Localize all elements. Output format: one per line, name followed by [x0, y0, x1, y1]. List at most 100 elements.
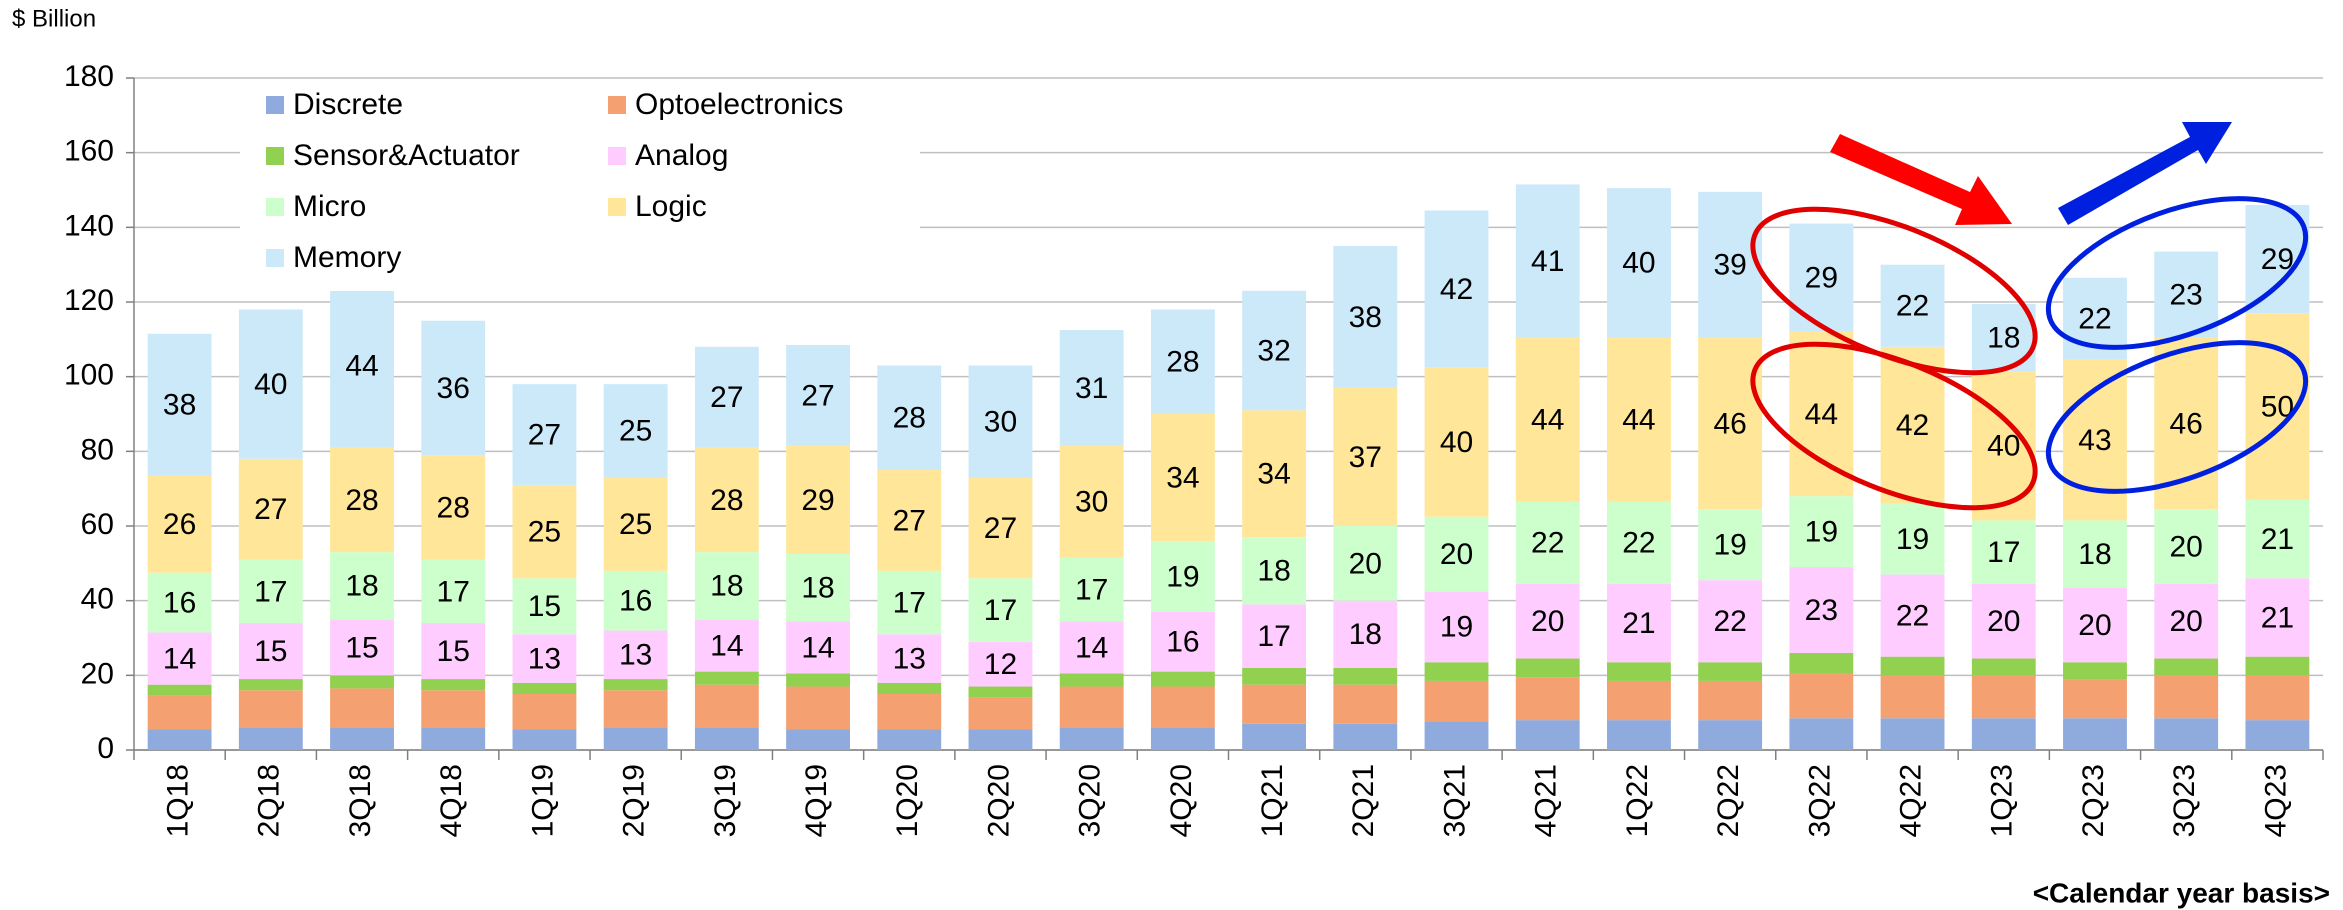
x-tick-label: 4Q22 — [1894, 764, 1927, 837]
bar-segment — [694, 727, 759, 750]
x-tick-label: 4Q23 — [2259, 764, 2292, 837]
bar-segment — [968, 477, 1033, 579]
bar-segment — [330, 727, 394, 750]
bar-segment — [603, 570, 668, 631]
y-tick-label: 120 — [64, 284, 114, 317]
data-label: 17 — [254, 575, 287, 608]
bar-segment — [1333, 600, 1398, 668]
bar-segment — [238, 727, 303, 750]
legend-label: Analog — [635, 139, 728, 172]
data-label: 16 — [619, 585, 652, 618]
bar-segment — [1789, 652, 1854, 674]
bar-segment — [238, 559, 303, 624]
bar-segment — [694, 671, 759, 685]
y-tick-label: 100 — [64, 359, 114, 392]
bar-segment — [1515, 337, 1580, 502]
data-label: 18 — [1349, 618, 1382, 651]
bar-segment — [512, 694, 577, 730]
bar-segment — [1698, 191, 1763, 338]
data-label: 18 — [710, 570, 743, 603]
bar-segment — [1607, 188, 1671, 338]
bar-segment — [1242, 290, 1307, 411]
bar-segment — [1424, 662, 1489, 681]
data-label: 26 — [163, 508, 196, 541]
data-label: 27 — [710, 381, 743, 414]
data-label: 32 — [1257, 334, 1290, 367]
data-label: 41 — [1531, 245, 1564, 278]
bar-segment — [1150, 727, 1215, 750]
bar-segment — [1333, 723, 1398, 750]
bar-segment — [1059, 445, 1124, 558]
bar-segment — [968, 686, 1033, 698]
bar-segment — [1150, 611, 1215, 672]
data-label: 16 — [163, 586, 196, 619]
data-label: 15 — [345, 631, 378, 664]
data-label: 28 — [893, 402, 926, 435]
bar-segment — [1242, 667, 1307, 685]
y-tick-label: 0 — [97, 732, 114, 765]
x-tick-label: 2Q22 — [1712, 764, 1745, 837]
data-label: 46 — [1713, 407, 1746, 440]
x-tick-label: 1Q20 — [891, 764, 924, 837]
highlight-ellipse — [2045, 196, 2309, 350]
bar-segment — [968, 365, 1033, 478]
bar-segment — [1971, 520, 2036, 584]
bar-segment — [512, 578, 577, 635]
data-label: 42 — [1440, 273, 1473, 306]
data-label: 17 — [1075, 573, 1108, 606]
legend-swatch — [608, 96, 626, 114]
data-label: 18 — [1257, 555, 1290, 588]
bar-segment — [603, 384, 668, 478]
x-tick-label: 2Q20 — [982, 764, 1015, 837]
data-label: 38 — [163, 389, 196, 422]
data-label: 20 — [2170, 605, 2203, 638]
data-label: 38 — [1349, 301, 1382, 334]
data-label: 28 — [437, 491, 470, 524]
bar-segment — [330, 283, 394, 448]
x-tick-label: 1Q22 — [1621, 764, 1654, 837]
bar-segment — [1789, 567, 1854, 653]
data-label: 30 — [984, 405, 1017, 438]
data-label: 44 — [1805, 398, 1838, 431]
data-label: 27 — [801, 379, 834, 412]
bar-segment — [1515, 501, 1580, 584]
bar-segment — [1424, 210, 1489, 368]
data-label: 22 — [1713, 605, 1746, 638]
data-label: 34 — [1257, 458, 1290, 491]
bar-segment — [603, 630, 668, 680]
bar-segment — [1515, 184, 1580, 338]
data-label: 19 — [1896, 523, 1929, 556]
bar-segment — [2063, 587, 2127, 663]
bar-segment — [968, 641, 1033, 687]
bar-segment — [1971, 675, 2036, 719]
data-label: 15 — [254, 635, 287, 668]
data-label: 18 — [801, 572, 834, 605]
data-label: 22 — [1531, 527, 1564, 560]
bar-segment — [1424, 591, 1489, 663]
legend-swatch — [266, 198, 284, 216]
x-tick-label: 4Q19 — [800, 764, 833, 837]
bar-segment — [1333, 387, 1398, 526]
bar-segment — [603, 690, 668, 728]
x-tick-label: 2Q21 — [1347, 764, 1380, 837]
bar-segment — [786, 554, 850, 622]
bar-segment — [421, 455, 486, 560]
bar-segment — [1607, 680, 1671, 721]
highlight-ellipse — [2045, 340, 2309, 494]
data-label: 14 — [710, 629, 743, 662]
bar-segment — [238, 623, 303, 680]
bar-segment — [147, 695, 212, 730]
x-tick-label: 4Q21 — [1530, 764, 1563, 837]
x-tick-label: 1Q18 — [162, 764, 195, 837]
bar-segment — [1698, 720, 1763, 750]
bar-segment — [1059, 673, 1124, 687]
bar-segment — [421, 559, 486, 624]
bar-segment — [877, 470, 942, 571]
bar-segment — [1971, 583, 2036, 659]
bar-segment — [147, 475, 212, 573]
data-label: 14 — [801, 631, 834, 664]
bar-segment — [1971, 718, 2036, 750]
data-label: 20 — [1440, 538, 1473, 571]
data-label: 29 — [801, 484, 834, 517]
